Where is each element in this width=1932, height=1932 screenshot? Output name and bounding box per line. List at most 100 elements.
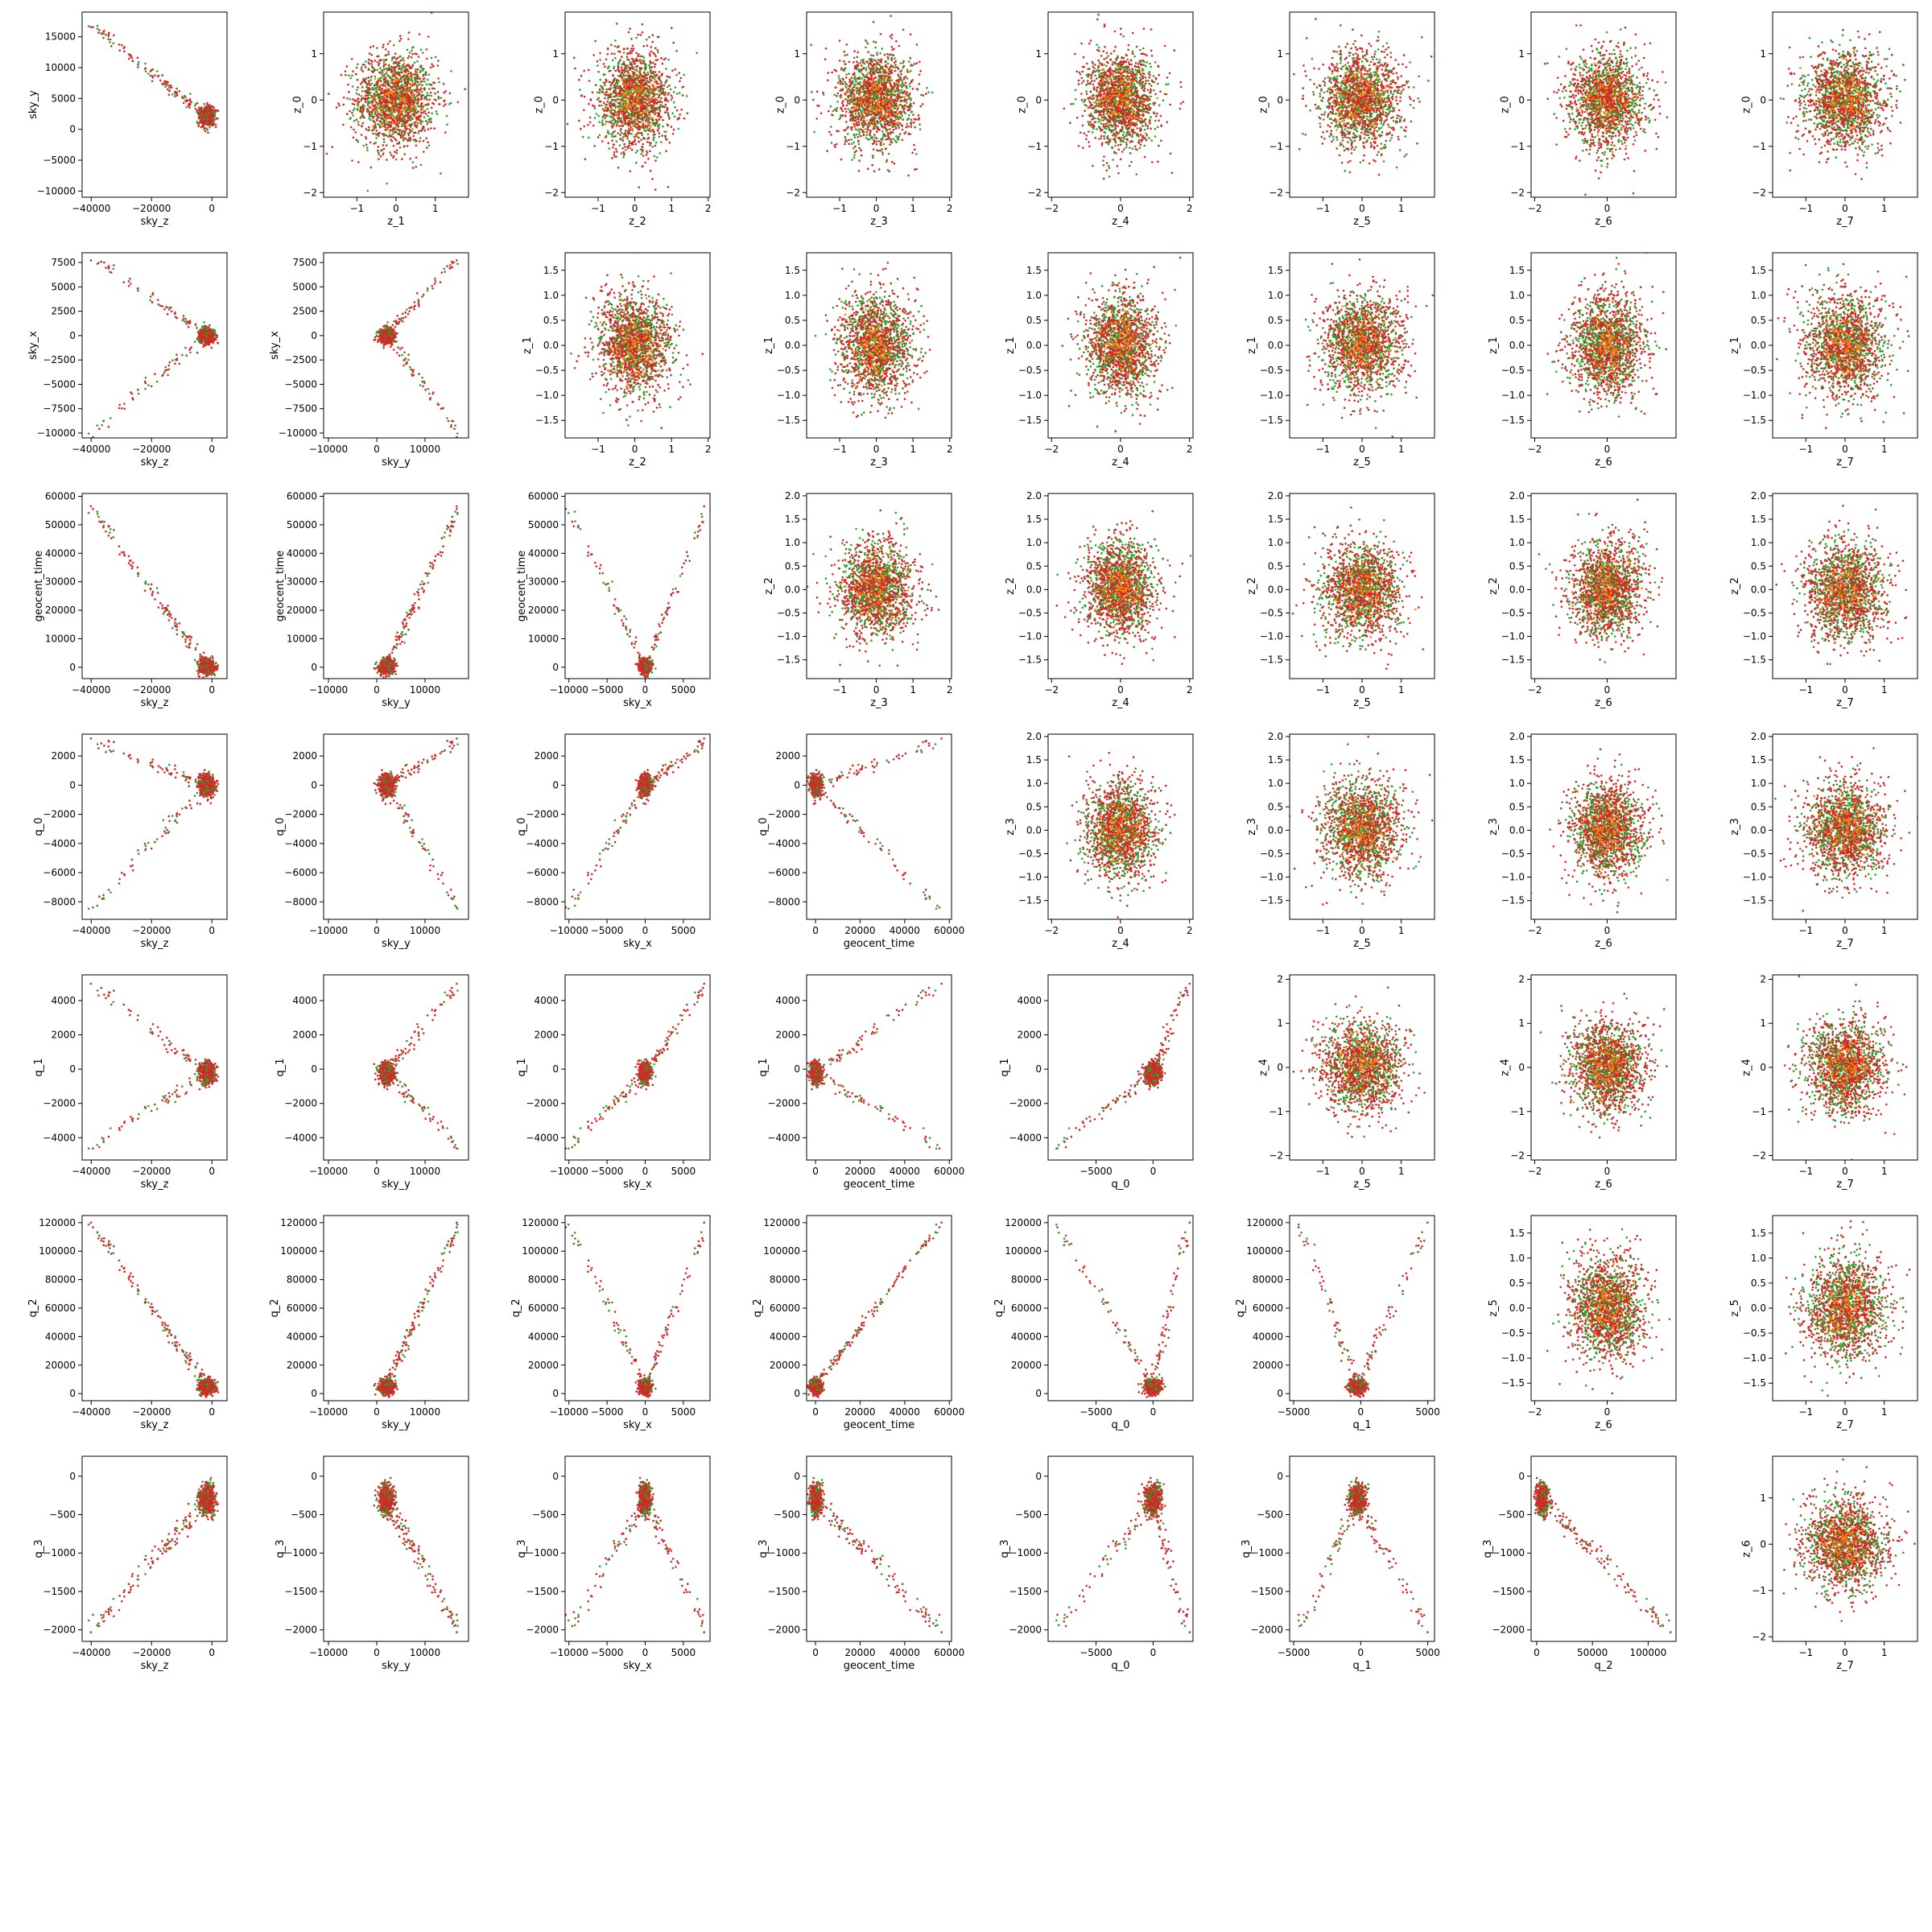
scatter-point: [616, 112, 618, 114]
scatter-point: [386, 144, 388, 147]
scatter-point: [607, 121, 609, 123]
scatter-point: [886, 161, 888, 163]
scatter-point: [607, 53, 609, 56]
scatter-point: [390, 138, 392, 141]
scatter-point: [394, 118, 396, 121]
x-tick-label: 1: [432, 203, 439, 214]
scatter-point: [879, 61, 881, 64]
scatter-point: [636, 123, 638, 126]
scatter-point: [678, 72, 680, 74]
scatter-point: [378, 100, 381, 102]
scatter-point: [634, 119, 637, 122]
scatter-point: [637, 55, 639, 57]
scatter-point: [650, 130, 653, 133]
scatter-point: [353, 120, 356, 122]
scatter-point: [431, 113, 433, 115]
scatter-point: [856, 103, 858, 105]
scatter-point: [665, 92, 667, 94]
scatter-point: [367, 190, 369, 192]
scatter-point: [627, 97, 630, 100]
scatter-point: [885, 65, 887, 68]
scatter-point: [405, 138, 407, 140]
scatter-point: [380, 114, 382, 117]
scatter-point: [417, 110, 419, 113]
scatter-point: [630, 105, 632, 107]
scatter-point: [351, 58, 353, 60]
scatter-point: [925, 93, 927, 95]
scatter-point: [592, 91, 594, 93]
scatter-point: [415, 68, 417, 71]
scatter-point: [378, 56, 380, 58]
scatter-point: [409, 52, 411, 54]
scatter-point: [384, 85, 386, 87]
scatter-point: [634, 63, 637, 65]
scatter-point: [622, 63, 625, 65]
scatter-point: [822, 92, 824, 94]
scatter-point: [612, 60, 614, 62]
scatter-point: [369, 92, 372, 94]
scatter-point: [889, 143, 891, 146]
scatter-point: [417, 101, 419, 103]
scatter-point: [415, 157, 418, 159]
scatter-point: [865, 67, 868, 69]
scatter-point: [663, 89, 665, 91]
scatter-point: [671, 126, 673, 128]
scatter-point: [880, 102, 882, 105]
scatter-point: [888, 94, 890, 97]
scatter-point: [400, 111, 402, 114]
scatter-point: [825, 47, 828, 50]
scatter-point: [877, 140, 880, 142]
scatter-point: [626, 138, 629, 140]
scatter-point: [654, 155, 656, 158]
scatter-point: [632, 81, 634, 84]
scatter-point: [894, 94, 896, 97]
y-tick-label: 1: [552, 48, 559, 60]
scatter-point: [646, 129, 649, 131]
scatter-point: [433, 127, 436, 130]
scatter-point: [906, 126, 908, 129]
scatter-point: [408, 31, 411, 34]
scatter-point: [860, 135, 862, 138]
scatter-point: [398, 40, 401, 43]
scatter-point: [849, 115, 852, 118]
scatter-point: [676, 118, 679, 121]
scatter-point: [683, 118, 686, 120]
scatter-point: [664, 57, 667, 60]
scatter-point: [630, 93, 632, 95]
scatter-point: [677, 128, 679, 130]
scatter-point: [382, 59, 385, 61]
scatter-point: [378, 124, 380, 126]
scatter-point: [423, 151, 425, 153]
y-tick-label: −2: [303, 187, 317, 198]
scatter-point: [624, 113, 626, 115]
scatter-point: [830, 126, 832, 128]
scatter-point: [611, 83, 613, 85]
scatter-point: [679, 92, 681, 94]
scatter-point: [373, 89, 375, 91]
scatter-point: [625, 85, 627, 88]
scatter-point: [588, 103, 590, 105]
scatter-point: [615, 155, 617, 158]
scatter-point: [370, 54, 373, 56]
scatter-point: [649, 89, 651, 92]
scatter-point: [382, 144, 385, 147]
scatter-point: [352, 70, 354, 72]
scatter-point: [378, 107, 380, 109]
scatter-point: [686, 95, 688, 97]
scatter-point: [878, 75, 881, 77]
scatter-point: [377, 61, 379, 64]
scatter-point: [608, 70, 610, 72]
scatter-point: [609, 102, 612, 105]
scatter-point: [351, 159, 353, 162]
scatter-point: [428, 74, 431, 76]
scatter-point: [627, 71, 630, 73]
scatter-point: [890, 37, 893, 39]
scatter-point: [393, 103, 395, 105]
scatter-point: [411, 53, 414, 56]
scatter-point: [922, 103, 924, 105]
scatter-point: [649, 53, 651, 56]
scatter-point: [615, 106, 617, 109]
scatter-point: [400, 89, 402, 91]
scatter-point: [369, 85, 372, 87]
scatter-point: [385, 55, 387, 57]
